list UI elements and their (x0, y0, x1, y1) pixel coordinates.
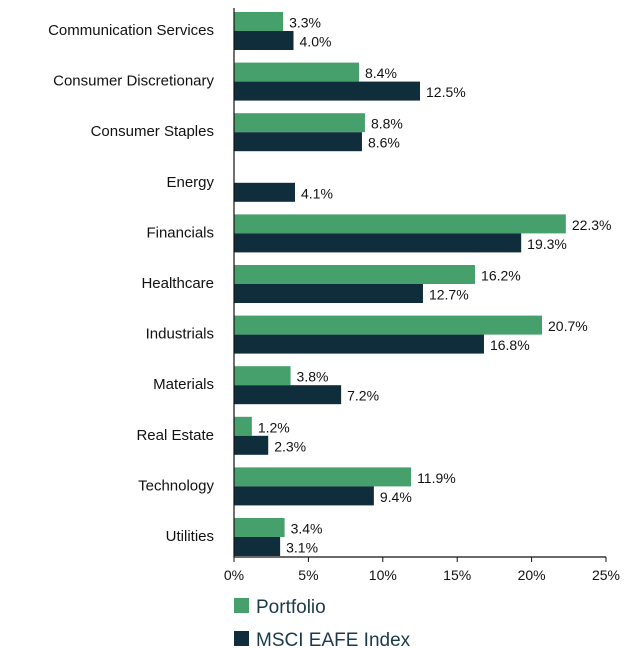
index-bar (234, 537, 281, 556)
x-tick-label: 10% (369, 567, 397, 583)
value-labels-group: 3.3% 4.0% 8.4% 12.5% 8.8% 8.6% 4.1% 22.3% 19.3% 1… (258, 15, 612, 556)
portfolio-value-label: 3.4% (291, 521, 323, 537)
index-bar (234, 182, 296, 202)
index-bar (234, 486, 374, 506)
portfolio-bar (234, 518, 285, 537)
portfolio-bar (234, 12, 284, 31)
category-label: Technology (138, 477, 214, 494)
index-value-label: 2.3% (274, 438, 306, 454)
index-value-label: 12.5% (426, 84, 466, 100)
portfolio-bar (234, 214, 566, 234)
category-label: Real Estate (136, 427, 214, 444)
portfolio-bar (234, 366, 291, 386)
portfolio-value-label: 16.2% (481, 268, 521, 284)
category-label: Materials (153, 376, 214, 393)
x-tick-label: 0% (224, 567, 244, 583)
legend: Portfolio MSCI EAFE Index (234, 597, 411, 648)
category-labels-group: Communication Services Consumer Discretio… (48, 22, 214, 545)
portfolio-bar (234, 265, 476, 284)
category-label: Industrials (146, 326, 214, 343)
portfolio-value-label: 8.8% (371, 116, 403, 132)
index-value-label: 4.1% (301, 185, 333, 201)
legend-label-index: MSCI EAFE Index (256, 630, 411, 648)
category-label: Communication Services (48, 22, 214, 39)
portfolio-value-label: 1.2% (258, 419, 290, 435)
category-label: Financials (146, 224, 214, 241)
bars-group (234, 12, 566, 556)
index-bar (234, 81, 420, 101)
index-bar (234, 132, 362, 152)
index-value-label: 7.2% (347, 388, 379, 404)
category-label: Consumer Discretionary (53, 73, 214, 90)
index-value-label: 19.3% (527, 236, 567, 252)
index-bar (234, 284, 423, 303)
index-value-label: 8.6% (368, 135, 400, 151)
index-value-label: 12.7% (429, 287, 469, 303)
index-value-label: 4.0% (300, 34, 332, 50)
index-value-label: 3.1% (286, 540, 318, 556)
x-tick-label: 25% (592, 567, 620, 583)
category-label: Energy (166, 174, 214, 191)
x-tick-label: 20% (518, 567, 546, 583)
index-bar (234, 385, 342, 405)
portfolio-value-label: 8.4% (365, 65, 397, 81)
portfolio-value-label: 3.8% (297, 369, 329, 385)
x-tick-label: 15% (443, 567, 471, 583)
x-tick-label: 5% (298, 567, 318, 583)
index-bar (234, 31, 294, 50)
index-bar (234, 334, 484, 354)
portfolio-bar (234, 315, 543, 335)
portfolio-bar (234, 113, 365, 133)
index-value-label: 16.8% (490, 337, 530, 353)
category-label: Utilities (166, 528, 214, 545)
index-bar (234, 233, 522, 253)
portfolio-value-label: 11.9% (417, 470, 456, 486)
portfolio-bar (234, 62, 359, 82)
portfolio-value-label: 20.7% (548, 318, 588, 334)
portfolio-value-label: 22.3% (572, 217, 612, 233)
portfolio-bar (234, 467, 412, 487)
portfolio-bar (234, 416, 252, 436)
index-bar (234, 435, 269, 455)
legend-swatch-index (234, 631, 249, 646)
portfolio-value-label: 3.3% (289, 15, 321, 31)
category-label: Healthcare (141, 275, 214, 292)
index-value-label: 9.4% (380, 489, 412, 505)
x-ticks-group: 0% 5% 10% 15% 20% 25% (224, 557, 620, 583)
legend-label-portfolio: Portfolio (256, 597, 326, 618)
category-label: Consumer Staples (91, 123, 214, 140)
legend-swatch-portfolio (234, 598, 249, 613)
